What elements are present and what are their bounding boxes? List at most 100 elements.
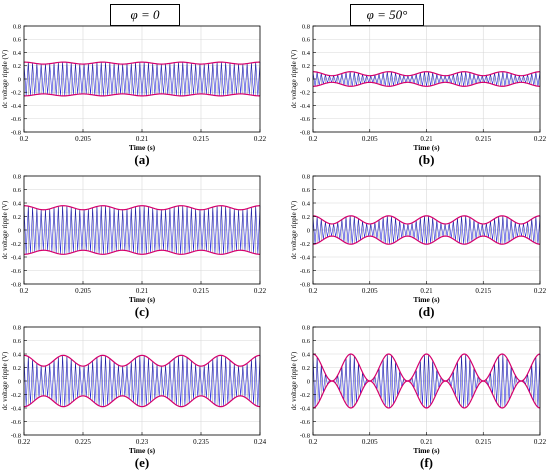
y-tick-label: 0.4 — [13, 50, 22, 57]
y-tick-label: 0.2 — [302, 365, 310, 372]
upper-envelope — [23, 205, 261, 211]
x-tick-label: 0.2 — [309, 287, 318, 295]
y-tick-label: 0 — [18, 227, 21, 234]
panel-b: -0.8 -0.6 -0.4 -0.2 0 0.2 0.4 0.6 0.8 0.2 0.205 0.2… — [290, 23, 547, 167]
panel-label: (f) — [420, 455, 433, 470]
panel-label: (c) — [135, 304, 149, 319]
x-tick-label: 0.235 — [193, 438, 209, 446]
y-tick-label: -0.4 — [11, 254, 22, 261]
x-tick-label: 0.22 — [254, 287, 267, 295]
upper-envelope — [312, 71, 541, 77]
y-tick-label: -0.2 — [11, 90, 21, 97]
x-tick-label: 0.215 — [475, 135, 491, 143]
x-tick-label: 0.205 — [75, 287, 91, 295]
y-tick-label: 0.8 — [13, 23, 21, 30]
y-tick-label: 0 — [18, 76, 21, 83]
x-tick-label: 0.205 — [362, 287, 378, 295]
x-tick-label: 0.215 — [475, 438, 491, 446]
x-axis-label: Time (s) — [129, 446, 156, 455]
y-tick-label: 0.4 — [13, 200, 22, 207]
y-tick-label: -0.8 — [300, 432, 310, 439]
x-tick-label: 0.24 — [254, 438, 267, 446]
panel-e: -0.8 -0.6 -0.4 -0.2 0 0.2 0.4 0.6 0.8 0.22 0.225 0.… — [1, 324, 267, 470]
x-tick-label: 0.22 — [254, 135, 267, 143]
y-tick-label: 0 — [307, 227, 310, 234]
lower-envelope — [23, 395, 261, 408]
y-tick-label: -0.4 — [11, 405, 22, 412]
y-tick-label: 0.6 — [302, 187, 311, 194]
y-tick-label: 0.6 — [302, 338, 311, 345]
y-tick-label: -0.8 — [300, 129, 310, 136]
y-tick-label: -0.6 — [11, 116, 22, 123]
y-tick-label: -0.4 — [300, 254, 311, 261]
y-tick-label: 0.4 — [302, 200, 311, 207]
y-axis-label: dc voltage ripple (V) — [290, 200, 298, 259]
y-tick-label: 0.2 — [302, 63, 310, 70]
panel-label: (e) — [135, 455, 149, 470]
y-tick-label: 0.8 — [302, 173, 310, 180]
y-tick-label: 0.8 — [13, 173, 21, 180]
y-tick-label: -0.8 — [300, 281, 310, 288]
y-tick-label: -0.8 — [11, 432, 21, 439]
y-tick-label: 0.4 — [302, 50, 311, 57]
y-tick-label: 0.8 — [302, 23, 310, 30]
panel-a: -0.8 -0.6 -0.4 -0.2 0 0.2 0.4 0.6 0.8 0.2 0.205 0.2… — [1, 23, 267, 167]
y-axis-label: dc voltage ripple (V) — [1, 351, 9, 410]
x-tick-label: 0.22 — [534, 287, 547, 295]
y-tick-label: -0.6 — [300, 116, 311, 123]
y-tick-label: -0.6 — [11, 268, 22, 275]
y-tick-label: -0.4 — [300, 405, 311, 412]
x-axis-label: Time (s) — [413, 295, 440, 304]
upper-envelope — [23, 354, 261, 367]
y-tick-label: 0.6 — [13, 37, 22, 44]
lower-envelope — [23, 249, 261, 255]
y-tick-label: 0 — [307, 378, 310, 385]
y-tick-label: 0.6 — [13, 187, 22, 194]
y-tick-label: -0.8 — [11, 129, 21, 136]
upper-envelope — [312, 353, 541, 382]
x-tick-label: 0.2 — [20, 135, 29, 143]
x-tick-label: 0.225 — [75, 438, 91, 446]
x-tick-label: 0.23 — [136, 438, 149, 446]
y-tick-label: -0.4 — [11, 103, 22, 110]
y-tick-label: 0 — [307, 76, 310, 83]
lower-envelope — [312, 235, 541, 245]
y-tick-label: -0.2 — [300, 90, 310, 97]
x-tick-label: 0.2 — [20, 287, 29, 295]
y-tick-label: -0.6 — [300, 268, 311, 275]
x-axis-label: Time (s) — [413, 446, 440, 455]
y-tick-label: 0.2 — [13, 63, 21, 70]
x-axis-label: Time (s) — [129, 295, 156, 304]
y-tick-label: 0.8 — [302, 324, 310, 331]
lower-envelope — [312, 81, 541, 87]
y-tick-label: 0.8 — [13, 324, 21, 331]
y-tick-label: 0.2 — [13, 214, 21, 221]
y-tick-label: 0 — [18, 378, 21, 385]
y-tick-label: 0.4 — [302, 351, 311, 358]
x-tick-label: 0.205 — [362, 438, 378, 446]
y-tick-label: -0.6 — [300, 419, 311, 426]
x-tick-label: 0.22 — [534, 135, 547, 143]
x-tick-label: 0.21 — [136, 287, 149, 295]
y-tick-label: 0.2 — [13, 365, 21, 372]
header-phi-0: φ = 0 — [110, 4, 180, 26]
panel-label: (d) — [419, 304, 435, 319]
y-tick-label: 0.4 — [13, 351, 22, 358]
y-tick-label: 0.6 — [13, 338, 22, 345]
x-tick-label: 0.21 — [420, 135, 433, 143]
x-axis-label: Time (s) — [413, 143, 440, 152]
upper-envelope — [312, 215, 541, 225]
x-tick-label: 0.2 — [309, 438, 318, 446]
y-tick-label: -0.2 — [300, 392, 310, 399]
header-phi-50: φ = 50° — [350, 4, 424, 26]
y-axis-label: dc voltage ripple (V) — [1, 200, 9, 259]
x-tick-label: 0.21 — [136, 135, 149, 143]
panel-f: -0.8 -0.6 -0.4 -0.2 0 0.2 0.4 0.6 0.8 0.2 0.205 0.2… — [290, 324, 547, 470]
panel-c: -0.8 -0.6 -0.4 -0.2 0 0.2 0.4 0.6 0.8 0.2 0.205 0.2… — [1, 173, 267, 319]
y-tick-label: -0.4 — [300, 103, 311, 110]
x-tick-label: 0.215 — [193, 287, 209, 295]
y-tick-label: 0.2 — [302, 214, 310, 221]
x-tick-label: 0.22 — [534, 438, 547, 446]
lower-envelope — [312, 380, 541, 409]
